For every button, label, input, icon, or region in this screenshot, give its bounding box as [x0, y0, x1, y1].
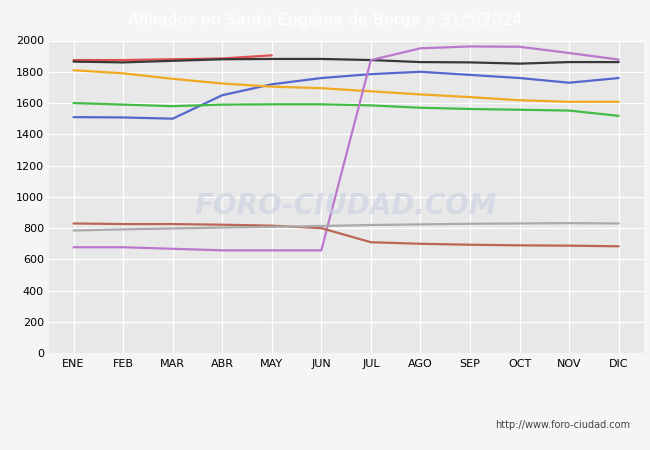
Text: FORO-CIUDAD.COM: FORO-CIUDAD.COM: [195, 192, 497, 220]
Text: Afiliados en Santa Eugènia de Berga a 31/5/2024: Afiliados en Santa Eugènia de Berga a 31…: [128, 12, 522, 28]
Text: http://www.foro-ciudad.com: http://www.foro-ciudad.com: [495, 420, 630, 430]
